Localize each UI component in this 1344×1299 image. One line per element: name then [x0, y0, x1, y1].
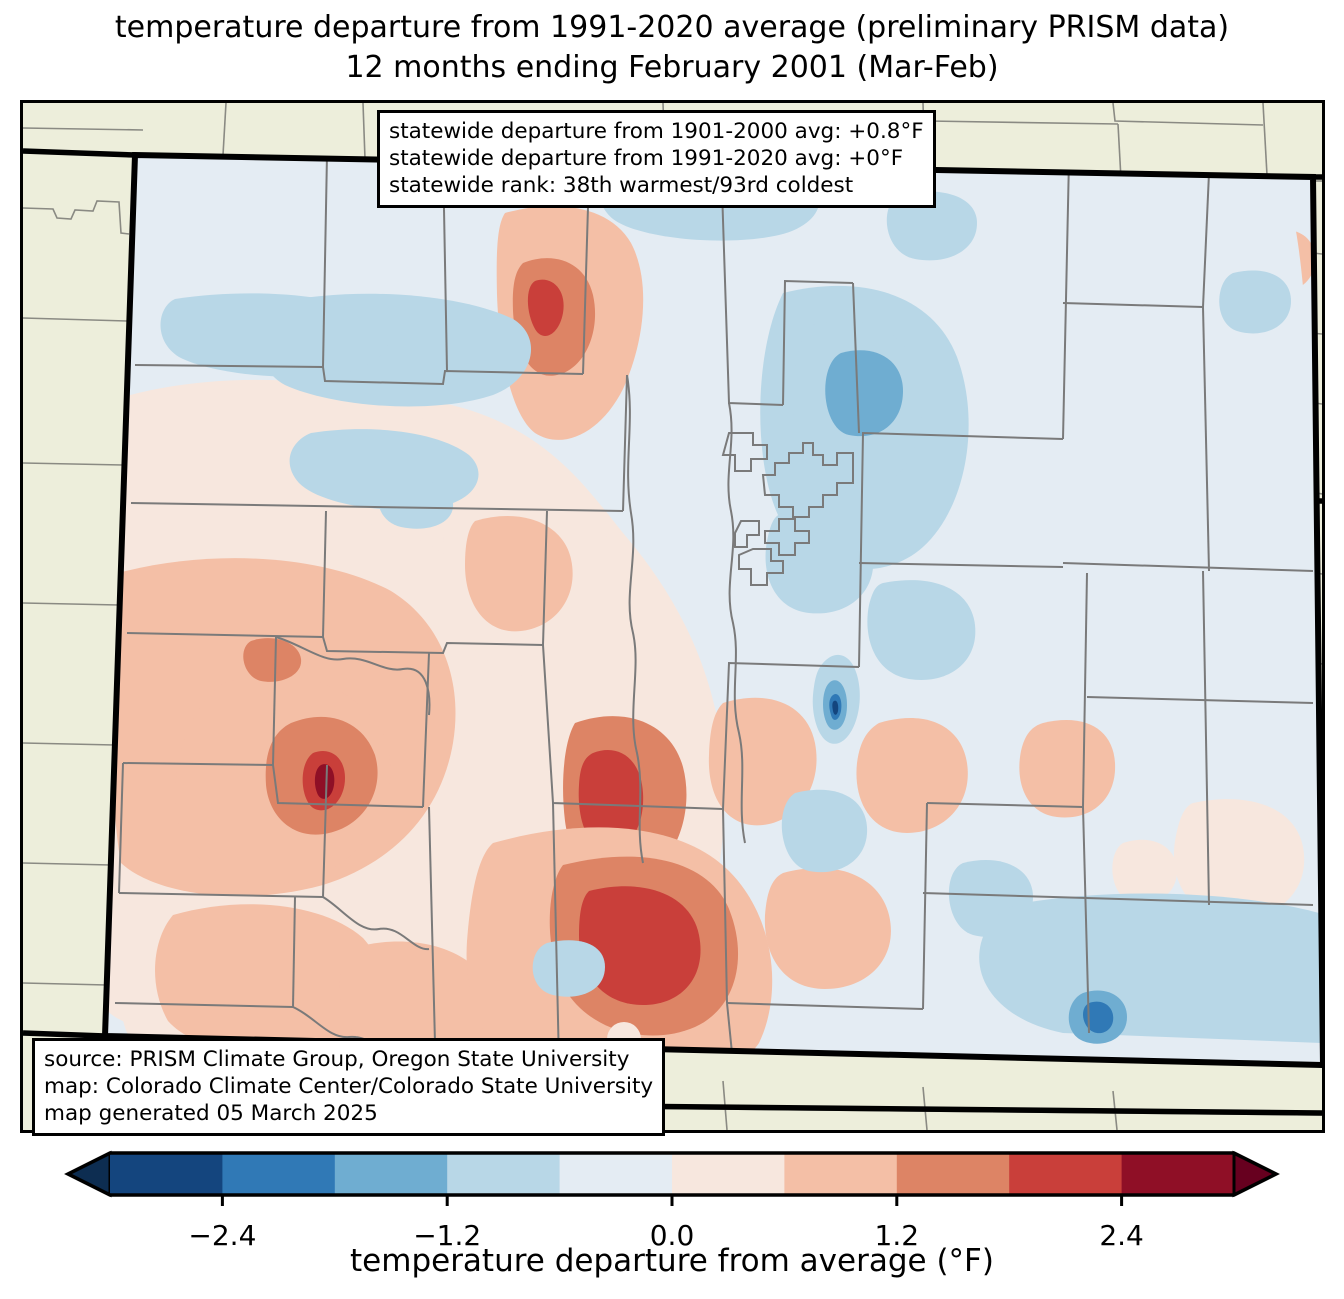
map-frame [20, 100, 1325, 1133]
colorbar-band-2 [334, 1153, 448, 1195]
colorbar-band-5 [672, 1153, 785, 1195]
colorbar: −2.4 −1.2 0.0 1.2 2.4 [0, 1143, 1344, 1299]
anomaly-cool-denver-core [825, 350, 903, 437]
anomaly-cool-se-2 [1064, 908, 1321, 1035]
statewide-stats-box: statewide departure from 1901-2000 avg: … [377, 110, 936, 208]
colorbar-svg: −2.4 −1.2 0.0 1.2 2.4 [64, 1150, 1280, 1252]
colorbar-tick-label: 0.0 [650, 1219, 695, 1252]
anomaly-peak-montrose [314, 764, 335, 799]
anomaly-cool-e-2 [867, 580, 976, 680]
anomaly-band-warm-2c [155, 904, 382, 1056]
stats-line-2: statewide departure from 1991-2020 avg: … [389, 146, 904, 171]
title-line-1: temperature departure from 1991-2020 ave… [114, 10, 1230, 45]
colorbar-band-8 [1009, 1153, 1123, 1195]
colorbar-ticks: −2.4 −1.2 0.0 1.2 2.4 [188, 1195, 1144, 1252]
anomaly-patch-east-4 [764, 868, 891, 989]
colorado-anomaly-map [23, 103, 1322, 1130]
colorbar-band-4 [559, 1153, 673, 1195]
anomaly-cool-metro-s [765, 510, 874, 614]
colorbar-tick-label: 1.2 [875, 1219, 920, 1252]
colorbar-band-3 [447, 1153, 561, 1195]
anomaly-cool-ne-1 [1219, 270, 1291, 334]
anomaly-band-warm-2d [339, 941, 498, 1065]
anomaly-raster [105, 155, 1322, 1065]
colorbar-band-9 [1121, 1153, 1235, 1195]
anomaly-patch-east-3 [1019, 720, 1116, 818]
anomaly-patch-east-1 [708, 697, 817, 826]
page-title: temperature departure from 1991-2020 ave… [0, 8, 1344, 88]
source-attribution-box: source: PRISM Climate Group, Oregon Stat… [32, 1038, 666, 1136]
source-line-2: map: Colorado Climate Center/Colorado St… [44, 1074, 654, 1099]
anomaly-core-parkrange [527, 279, 564, 336]
stats-line-1: statewide departure from 1901-2000 avg: … [389, 119, 924, 144]
anomaly-hotspot-nw-small [243, 638, 302, 682]
anomaly-cool-e-1 [781, 789, 868, 873]
colorbar-band-6 [784, 1153, 898, 1195]
anomaly-cool-se-peak [1083, 1001, 1114, 1034]
anomaly-cool-nw-4 [378, 479, 454, 529]
anomaly-cool-nw-2 [160, 293, 390, 377]
colorbar-tick-label: −2.4 [188, 1219, 256, 1252]
anomaly-patch-e-6 [1112, 839, 1177, 904]
title-line-2: 12 months ending February 2001 (Mar-Feb) [345, 50, 999, 85]
stats-line-3: statewide rank: 38th warmest/93rd coldes… [389, 173, 854, 198]
source-line-1: source: PRISM Climate Group, Oregon Stat… [44, 1047, 630, 1072]
colorbar-band-1 [222, 1153, 336, 1195]
anomaly-cool-pikes-core [832, 700, 839, 715]
colorbar-tick-label: −1.2 [413, 1219, 481, 1252]
colorbar-band-7 [896, 1153, 1010, 1195]
colorbar-bands [64, 1150, 1280, 1198]
anomaly-patch-e-5 [1173, 799, 1305, 920]
anomaly-core-sanluis [579, 886, 701, 1005]
anomaly-band-central-warm2 [465, 515, 573, 632]
colorbar-extend-over [1232, 1150, 1280, 1198]
colorbar-outline [64, 1151, 1280, 1197]
anomaly-cool-s-1 [532, 940, 605, 997]
source-line-3: map generated 05 March 2025 [44, 1101, 378, 1126]
anomaly-cool-n-2 [886, 191, 977, 261]
anomaly-core-gunnison [578, 750, 644, 850]
colorbar-extend-under [64, 1150, 112, 1198]
colorbar-axis-label: temperature departure from average (°F) [350, 1243, 994, 1279]
colorbar-band-0 [110, 1153, 223, 1195]
colorbar-tick-label: 2.4 [1099, 1219, 1144, 1252]
